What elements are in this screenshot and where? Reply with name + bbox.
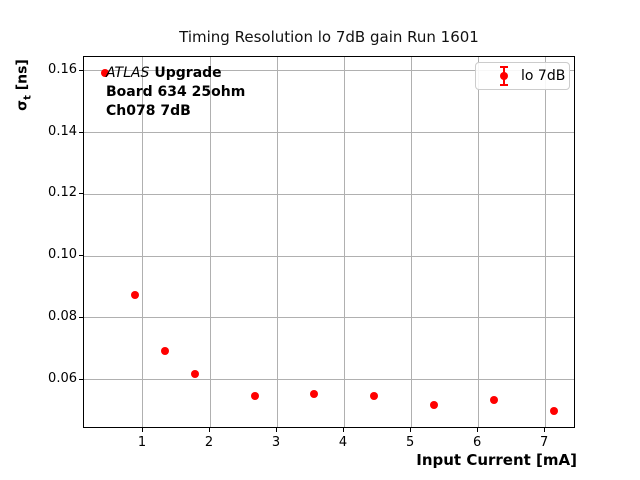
annotation-line-2: Board 634 25ohm (106, 84, 246, 100)
x-tick (544, 428, 546, 432)
x-grid-line (276, 57, 278, 427)
errorbar-cap-bottom (500, 84, 508, 86)
y-grid-line (84, 70, 574, 72)
y-tick-label: 0.06 (48, 370, 77, 386)
x-grid-line (142, 57, 144, 427)
annotation-atlas: ATLAS (106, 65, 150, 81)
y-tick-label: 0.12 (48, 185, 77, 201)
y-grid-line (84, 132, 574, 134)
x-tick (209, 428, 211, 432)
data-point (549, 407, 558, 416)
y-axis-label: σt [ns] (15, 59, 34, 111)
y-tick (79, 316, 83, 318)
y-grid-line (84, 193, 574, 195)
x-grid-line (544, 57, 546, 427)
annotation-line-1: ATLAS Upgrade (106, 64, 245, 83)
x-tick (410, 428, 412, 432)
x-grid-line (410, 57, 412, 427)
annotation-line-3: Ch078 7dB (106, 103, 191, 119)
errorbar-marker-icon (500, 66, 508, 86)
y-grid-line (84, 255, 574, 257)
x-tick-label: 3 (271, 435, 281, 450)
data-point (489, 396, 498, 405)
legend: lo 7dB (475, 62, 570, 90)
errorbar-cap-top (500, 66, 508, 68)
x-tick-label: 7 (540, 435, 549, 450)
data-point (250, 391, 259, 400)
y-tick (79, 255, 83, 257)
x-grid-line (477, 57, 479, 427)
x-tick-label: 6 (472, 435, 482, 450)
x-tick-label: 5 (405, 435, 415, 450)
annotation: ATLAS Upgrade Board 634 25ohm Ch078 7dB (106, 64, 245, 121)
y-tick (79, 131, 83, 133)
y-tick-label: 0.10 (48, 247, 77, 263)
data-point (369, 391, 378, 400)
x-tick-label: 2 (204, 435, 214, 450)
y-axis-label-unit: [ns] (14, 59, 31, 96)
y-tick-label: 0.16 (48, 61, 77, 77)
chart-title: Timing Resolution lo 7dB gain Run 1601 (179, 28, 479, 46)
data-point (310, 390, 319, 399)
x-tick (141, 428, 143, 432)
y-grid-line (84, 317, 574, 319)
y-tick-label: 0.14 (48, 123, 77, 139)
data-point (160, 346, 169, 355)
annotation-upgrade: Upgrade (154, 65, 222, 81)
x-grid-line (209, 57, 211, 427)
y-tick-label: 0.08 (48, 308, 77, 324)
y-tick (79, 193, 83, 195)
x-tick-label: 4 (338, 435, 348, 450)
y-axis-label-sub: t (22, 95, 34, 100)
data-point (101, 68, 110, 77)
errorbar-dot (500, 72, 508, 80)
y-tick (79, 378, 83, 380)
y-tick (79, 69, 83, 71)
data-point (130, 291, 139, 300)
x-grid-line (343, 57, 345, 427)
x-axis-label: Input Current [mA] (416, 451, 577, 469)
x-tick-label: 1 (137, 435, 147, 450)
plot-area (83, 56, 575, 428)
y-grid-line (84, 379, 574, 381)
data-point (190, 369, 199, 378)
x-tick (276, 428, 278, 432)
data-point (430, 400, 439, 409)
y-axis-label-sigma: σ (14, 99, 31, 111)
x-tick (343, 428, 345, 432)
x-tick (477, 428, 479, 432)
legend-label: lo 7dB (521, 68, 566, 84)
